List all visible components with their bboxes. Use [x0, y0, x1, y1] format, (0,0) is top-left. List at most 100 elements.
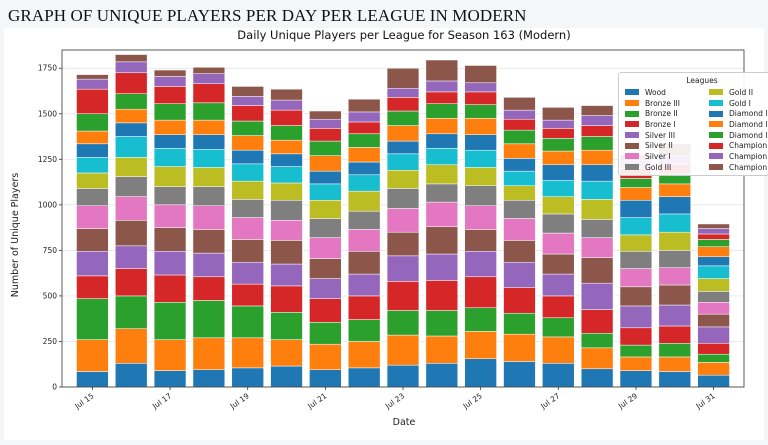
x-axis-label: Date: [393, 417, 416, 428]
y-axis-label: Number of Unique Players: [10, 173, 21, 297]
bar-segment: [542, 128, 575, 139]
bar-segment: [697, 256, 730, 267]
bar-segment: [464, 358, 497, 388]
bar-segment: [658, 250, 691, 268]
bar-segment: [425, 201, 458, 227]
bar-segment: [76, 130, 109, 145]
bar-segment: [348, 174, 381, 192]
bar-segment: [503, 287, 536, 314]
bar-segment: [697, 239, 730, 247]
page-heading: GRAPH OF UNIQUE PLAYERS PER DAY PER LEAG…: [8, 6, 527, 25]
bar-segment: [503, 97, 536, 111]
bar-segment: [658, 343, 691, 358]
legend-item: Bronze II: [625, 108, 709, 119]
bar-segment: [503, 312, 536, 335]
legend-label: Bronze II: [645, 109, 678, 119]
bar-segment: [76, 157, 109, 174]
bar-segment: [425, 310, 458, 337]
bar-segment: [464, 229, 497, 252]
bar-segment: [348, 251, 381, 275]
bar-segment: [542, 150, 575, 166]
x-tick-label: Jul 29: [616, 391, 639, 411]
bar-segment: [115, 295, 148, 329]
bar-segment: [580, 136, 614, 151]
bar-segment: [115, 328, 148, 364]
bar-segment: [658, 304, 691, 327]
bar-segment: [348, 319, 381, 342]
bar-segment: [309, 237, 342, 259]
legend-swatch: [625, 164, 639, 171]
bar-segment: [542, 196, 575, 215]
bar-segment: [542, 336, 575, 364]
legend-label: Diamond III: [729, 109, 768, 119]
bar-segment: [697, 265, 730, 279]
bar-segment: [580, 219, 614, 238]
bar-segment: [76, 228, 109, 252]
bar-segment: [348, 210, 381, 230]
bar-segment: [503, 218, 536, 241]
legend: Leagues Wood Gold II Bronze III Gold I Bronz…: [618, 72, 768, 176]
bar-segment: [386, 334, 420, 366]
bar-segment: [192, 186, 226, 206]
x-tick-label: Jul 27: [538, 391, 561, 411]
bar-segment: [309, 218, 342, 238]
bar-segment: [464, 167, 497, 186]
x-tick-label: Jul 25: [461, 391, 484, 411]
legend-item: Gold II: [709, 87, 768, 98]
bar-segment: [386, 188, 420, 209]
bar-segment: [270, 99, 303, 111]
bar-segment: [658, 196, 691, 215]
legend-item: Diamond II: [709, 119, 768, 130]
bar-segment: [231, 120, 264, 136]
y-tick-label: 1250: [38, 155, 57, 164]
legend-label: Champion III: [729, 141, 768, 151]
bar-segment: [231, 163, 264, 182]
legend-swatch: [709, 110, 723, 117]
bar-segment: [542, 107, 575, 121]
bar-segment: [270, 125, 303, 141]
bar-segment: [464, 91, 497, 105]
bar-segment: [658, 267, 691, 286]
bar-segment: [619, 217, 653, 236]
bar-segment: [192, 276, 226, 301]
bar-segment: [697, 343, 730, 355]
bar-segment: [76, 251, 109, 277]
legend-swatch: [625, 132, 639, 139]
legend-item: Champion I: [709, 162, 768, 173]
bar-segment: [192, 73, 226, 84]
bar-segment: [580, 309, 614, 334]
bar-segment: [503, 158, 536, 172]
bar-segment: [192, 337, 226, 370]
bar-segment: [619, 327, 653, 346]
bar-segment: [115, 93, 148, 110]
bar-segment: [542, 363, 575, 388]
legend-swatch: [709, 132, 723, 139]
bar-segment: [270, 240, 303, 265]
bar-segment: [309, 278, 342, 299]
chart-card: Daily Unique Players per League for Seas…: [4, 28, 768, 440]
bar-segment: [658, 183, 691, 197]
bar-segment: [697, 278, 730, 292]
bar-segment: [580, 257, 614, 284]
legend-label: Champion I: [729, 162, 768, 172]
legend-item: Champion III: [709, 140, 768, 151]
bar-segment: [386, 231, 420, 257]
bar-segment: [231, 305, 264, 339]
bar-segment: [464, 185, 497, 206]
bar-segment: [697, 362, 730, 376]
bar-segment: [192, 167, 226, 187]
legend-swatch: [625, 121, 639, 128]
bar-segment: [115, 108, 148, 124]
bar-segment: [348, 190, 381, 212]
legend-item: Diamond III: [709, 108, 768, 119]
bar-segment: [115, 72, 148, 94]
bar-segment: [503, 185, 536, 201]
bar-segment: [464, 205, 497, 230]
bar-segment: [153, 339, 187, 371]
bar-segment: [425, 91, 458, 104]
bar-segment: [153, 119, 187, 135]
bar-segment: [231, 337, 264, 369]
bar-segment: [386, 97, 420, 112]
bar-segment: [192, 229, 226, 254]
legend-swatch: [625, 110, 639, 117]
